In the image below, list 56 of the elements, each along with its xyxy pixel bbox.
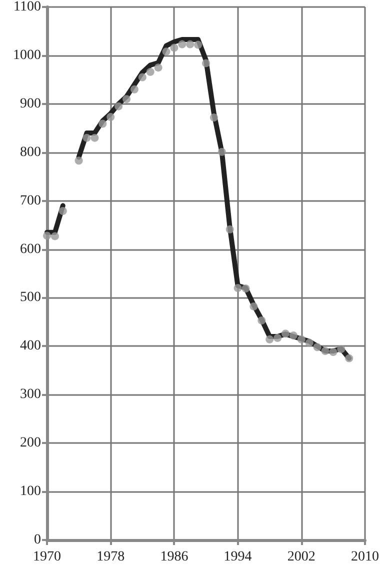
y-tick-label: 800: [20, 144, 41, 160]
point: [162, 48, 170, 56]
point: [282, 330, 290, 338]
y-tick-label: 200: [20, 436, 41, 451]
point: [138, 73, 146, 82]
point: [50, 232, 59, 240]
y-tick-label: 400: [20, 338, 41, 354]
point: [90, 134, 99, 142]
point: [106, 112, 115, 121]
point: [194, 40, 202, 49]
y-tick-label: 1100: [14, 0, 41, 14]
point: [114, 102, 123, 110]
point: [305, 338, 314, 347]
point: [74, 156, 83, 165]
y-tick-label: 0: [34, 532, 41, 548]
x-tick-label: 1978: [96, 550, 125, 564]
point: [43, 232, 51, 240]
point: [337, 345, 346, 354]
point: [313, 343, 322, 352]
point: [154, 64, 162, 72]
x-tick-label: 1994: [224, 550, 252, 564]
y-tick-label: 300: [20, 387, 41, 402]
point: [210, 113, 218, 122]
point: [297, 335, 306, 344]
point: [178, 40, 186, 48]
point: [186, 40, 194, 48]
y-tick-label: 600: [20, 242, 41, 257]
y-tick-label: 900: [20, 96, 41, 112]
point: [250, 302, 258, 310]
y-tick-label: 700: [20, 193, 41, 208]
point: [321, 347, 330, 356]
point: [202, 59, 210, 68]
y-tick-label: 1000: [13, 48, 41, 63]
point: [146, 68, 154, 76]
point: [258, 316, 266, 324]
point: [329, 348, 338, 356]
point: [98, 120, 107, 128]
point: [58, 206, 67, 215]
point: [274, 334, 282, 342]
point: [82, 134, 91, 142]
point: [242, 284, 250, 293]
point: [345, 354, 354, 362]
point: [130, 85, 138, 94]
x-tick-label: 2010: [351, 550, 379, 564]
point: [170, 44, 178, 52]
point: [122, 95, 130, 104]
x-tick-label: 1970: [33, 550, 61, 564]
point: [234, 284, 242, 292]
x-tick-label: 2002: [287, 550, 316, 564]
point: [289, 332, 298, 340]
x-tick-label: 1986: [160, 550, 188, 564]
y-tick-label: 100: [20, 484, 41, 500]
point: [226, 225, 234, 234]
y-tick-label: 500: [20, 290, 41, 306]
point: [266, 335, 274, 344]
point: [218, 148, 226, 156]
